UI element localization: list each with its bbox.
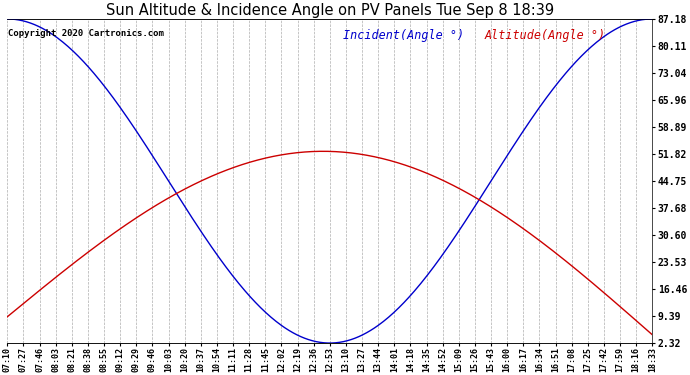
Text: Altitude(Angle °): Altitude(Angle °)	[484, 28, 606, 42]
Text: Copyright 2020 Cartronics.com: Copyright 2020 Cartronics.com	[8, 28, 164, 38]
Text: Incident(Angle °): Incident(Angle °)	[343, 28, 464, 42]
Title: Sun Altitude & Incidence Angle on PV Panels Tue Sep 8 18:39: Sun Altitude & Incidence Angle on PV Pan…	[106, 3, 554, 18]
